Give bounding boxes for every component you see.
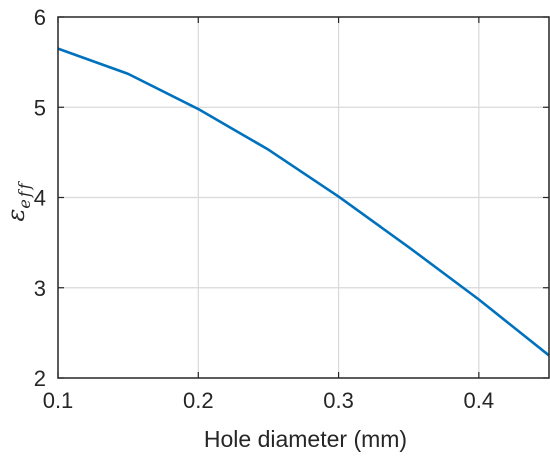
y-tick-label: 6	[34, 5, 46, 30]
y-tick-label: 2	[34, 366, 46, 391]
x-tick-labels: 0.1 0.2 0.3 0.4	[43, 388, 494, 413]
y-tick-labels: 2 3 4 5 6	[34, 5, 46, 391]
y-tick-label: 4	[34, 186, 46, 211]
series-line	[57, 47, 550, 357]
x-tick-label: 0.3	[323, 388, 354, 413]
axis-ticks	[57, 16, 549, 379]
y-tick-label: 3	[34, 276, 46, 301]
x-tick-label: 0.1	[43, 388, 74, 413]
y-axis-label: εeff	[2, 180, 34, 221]
x-tick-label: 0.4	[464, 388, 495, 413]
y-axis-label-symbol: ε	[2, 209, 30, 222]
x-tick-label: 0.2	[183, 388, 214, 413]
y-tick-label: 5	[34, 95, 46, 120]
grid-lines	[58, 17, 549, 378]
y-axis-label-subscript: eff	[15, 180, 34, 208]
series-layer	[57, 47, 550, 357]
x-axis-label: Hole diameter (mm)	[204, 426, 407, 452]
